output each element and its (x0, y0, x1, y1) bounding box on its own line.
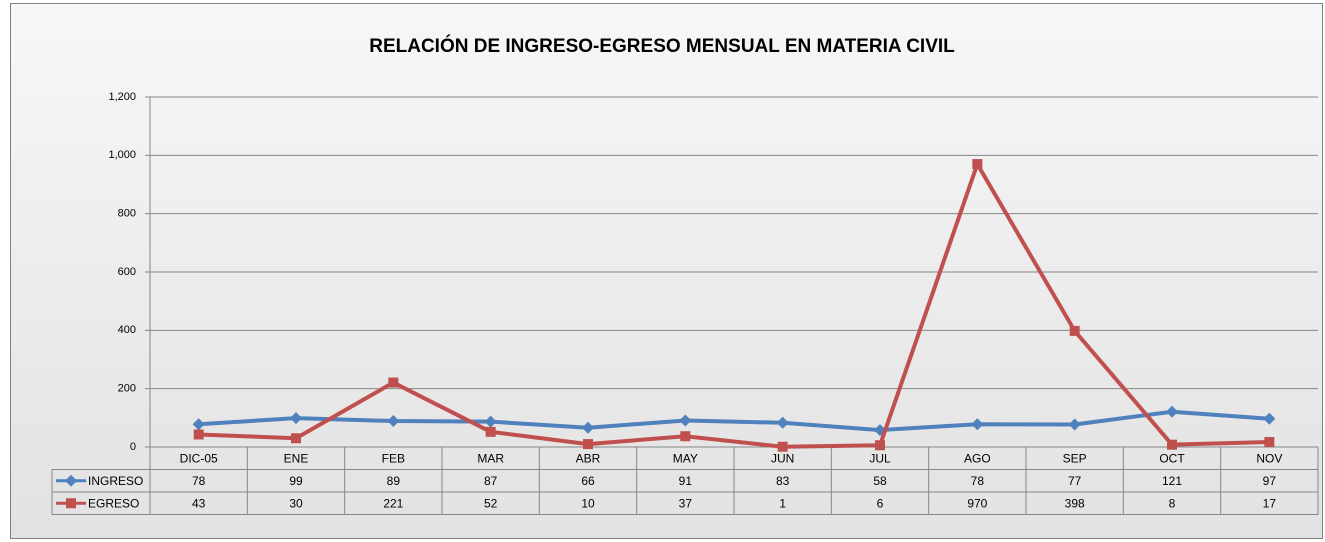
x-tick-label: ABR (576, 451, 601, 465)
series-line (198, 409, 1270, 433)
y-tick-label: 1,000 (108, 149, 136, 161)
marker (776, 416, 789, 429)
marker (777, 441, 788, 452)
chart-title: RELACIÓN DE INGRESO-EGRESO MENSUAL EN MA… (369, 35, 955, 57)
table-value: 221 (383, 496, 403, 510)
marker (679, 414, 692, 427)
marker (485, 426, 496, 437)
legend-label: EGRESO (88, 496, 139, 510)
marker (875, 440, 885, 451)
marker (1069, 325, 1080, 336)
x-tick-label: FEB (382, 451, 405, 465)
table-value: 78 (192, 474, 206, 488)
marker (484, 415, 497, 428)
table-value: 83 (776, 474, 790, 488)
chart-area (10, 3, 1323, 539)
marker (1068, 418, 1081, 431)
table-value: 99 (289, 474, 303, 488)
marker (290, 412, 302, 425)
table-value: 6 (877, 496, 884, 510)
y-tick-label: 800 (118, 208, 136, 220)
x-tick-label: MAY (673, 451, 698, 465)
table-value: 121 (1162, 474, 1182, 488)
table-value: 91 (679, 474, 693, 488)
marker (1167, 439, 1177, 450)
marker (193, 429, 204, 440)
marker (1166, 405, 1178, 418)
table-value: 97 (1263, 474, 1277, 488)
marker (66, 498, 76, 509)
table-value: 66 (581, 474, 595, 488)
table-value: 10 (581, 496, 595, 510)
marker (680, 431, 691, 442)
marker (291, 433, 301, 444)
x-tick-label: OCT (1159, 451, 1185, 465)
table-value: 1 (779, 496, 786, 510)
table-value: 58 (873, 474, 887, 488)
marker (388, 377, 399, 388)
x-tick-label: SEP (1063, 451, 1087, 465)
table-value: 8 (1169, 496, 1176, 510)
legend-label: INGRESO (88, 474, 143, 488)
marker (1263, 412, 1276, 425)
table-value: 89 (387, 474, 401, 488)
table-value: 87 (484, 474, 498, 488)
x-tick-label: MAR (477, 451, 504, 465)
table-value: 52 (484, 496, 498, 510)
marker (972, 159, 983, 170)
y-tick-label: 400 (118, 324, 136, 336)
y-tick-label: 0 (130, 441, 136, 453)
table-value: 30 (289, 496, 303, 510)
table-value: 398 (1065, 496, 1085, 510)
x-tick-label: JUL (869, 451, 891, 465)
marker (583, 439, 593, 450)
marker (387, 415, 400, 428)
x-tick-label: AGO (964, 451, 991, 465)
marker (1264, 437, 1275, 448)
marker (971, 418, 984, 431)
table-value: 970 (967, 496, 987, 510)
x-tick-label: DIC-05 (180, 451, 218, 465)
y-tick-label: 200 (118, 383, 136, 395)
y-tick-label: 1,200 (108, 91, 136, 103)
x-tick-label: NOV (1256, 451, 1282, 465)
series-line (198, 162, 1270, 449)
table-value: 43 (192, 496, 206, 510)
y-tick-label: 600 (118, 266, 136, 278)
marker (65, 474, 77, 487)
x-tick-label: JUN (771, 451, 794, 465)
x-tick-label: ENE (284, 451, 309, 465)
table-value: 17 (1263, 496, 1277, 510)
table-value: 37 (679, 496, 693, 510)
table-value: 78 (971, 474, 985, 488)
marker (192, 418, 205, 431)
table-value: 77 (1068, 474, 1082, 488)
marker (582, 421, 594, 434)
